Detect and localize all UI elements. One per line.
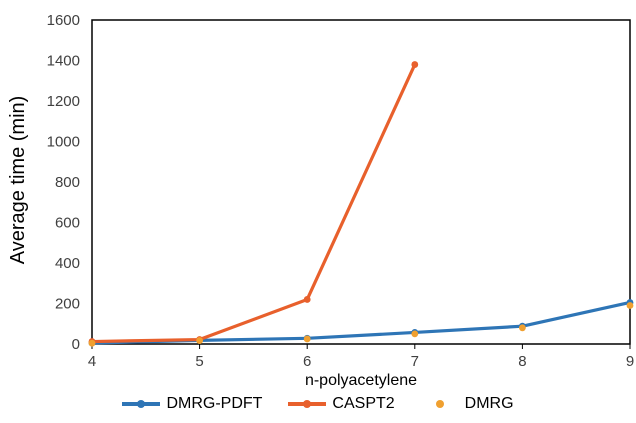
legend: DMRG-PDFT CASPT2 DMRG <box>0 392 636 416</box>
legend-swatch <box>288 398 327 410</box>
x-tick-label: 9 <box>626 353 634 370</box>
y-tick-label: 400 <box>55 255 80 272</box>
series-line-caspt2 <box>90 62 417 344</box>
x-axis-title: n-polyacetylene <box>305 372 417 389</box>
x-tick-label: 4 <box>88 353 96 370</box>
data-point-dmrg <box>519 324 526 332</box>
plot-area-border <box>91 19 631 345</box>
y-tick-label: 1200 <box>47 93 80 110</box>
x-tick-label: 8 <box>518 353 526 370</box>
data-point-dmrg <box>88 339 96 347</box>
x-tick-label: 5 <box>195 353 203 370</box>
legend-item-dmrg-pdft: DMRG-PDFT <box>122 395 262 413</box>
legend-label: CASPT2 <box>332 395 395 412</box>
legend-label: DMRG <box>464 395 514 412</box>
data-point-caspt2 <box>303 296 311 303</box>
y-tick-label: 1400 <box>47 53 80 70</box>
y-tick-label: 0 <box>72 336 80 353</box>
legend-item-dmrg: DMRG <box>421 395 514 413</box>
data-point-dmrg <box>411 330 419 338</box>
data-point-dmrg <box>196 337 204 344</box>
legend-label: DMRG-PDFT <box>166 395 263 412</box>
y-tick-label: 200 <box>55 296 80 313</box>
x-tick-label: 7 <box>411 353 419 370</box>
y-tick-label: 1600 <box>47 12 80 29</box>
legend-swatch <box>122 398 161 410</box>
series-line-dmrg-pdft <box>90 300 632 345</box>
data-point-dmrg <box>303 335 311 343</box>
legend-swatch <box>421 398 459 410</box>
data-point-dmrg <box>626 302 634 309</box>
y-tick-label: 600 <box>55 215 80 232</box>
legend-item-caspt2: CASPT2 <box>288 395 395 413</box>
series-caspt2 <box>88 61 419 345</box>
data-point-caspt2 <box>411 61 419 68</box>
y-axis-title: Average time (min) <box>7 96 29 265</box>
y-tick-label: 800 <box>55 174 80 191</box>
y-tick-label: 1000 <box>47 134 80 151</box>
series-dmrg <box>88 302 634 347</box>
x-tick-label: 6 <box>303 353 311 370</box>
